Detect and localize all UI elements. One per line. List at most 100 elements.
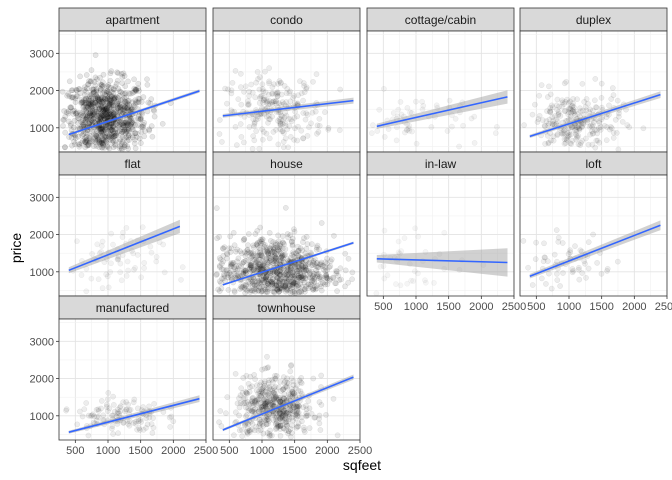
panel-background xyxy=(213,31,360,152)
scatter-point xyxy=(98,125,104,132)
scatter-point xyxy=(86,139,93,146)
scatter-point xyxy=(136,95,143,102)
scatter-point xyxy=(273,275,280,282)
scatter-point xyxy=(273,281,280,288)
scatter-point xyxy=(105,89,111,95)
scatter-point xyxy=(95,108,102,115)
scatter-point xyxy=(292,273,298,279)
scatter-point xyxy=(294,100,301,107)
scatter-point xyxy=(122,142,128,148)
scatter-point xyxy=(411,268,418,275)
scatter-point xyxy=(306,259,313,266)
scatter-point xyxy=(259,126,265,133)
scatter-point xyxy=(82,112,89,119)
scatter-point xyxy=(404,280,411,287)
scatter-point xyxy=(286,271,292,278)
scatter-point xyxy=(262,365,268,372)
scatter-point xyxy=(269,281,276,287)
scatter-point xyxy=(568,116,575,122)
panel-background xyxy=(213,175,360,296)
scatter-point xyxy=(277,241,284,247)
scatter-point xyxy=(98,129,104,135)
scatter-point xyxy=(572,243,578,249)
scatter-point xyxy=(255,239,261,246)
scatter-point xyxy=(125,132,132,139)
scatter-point xyxy=(281,284,288,290)
scatter-point xyxy=(284,266,291,272)
scatter-point xyxy=(69,142,75,149)
scatter-point xyxy=(233,272,239,279)
scatter-point xyxy=(377,263,384,270)
scatter-point xyxy=(578,120,585,127)
scatter-point xyxy=(126,137,132,143)
scatter-point xyxy=(277,410,283,416)
scatter-point xyxy=(564,137,570,143)
scatter-point xyxy=(242,268,249,274)
scatter-point xyxy=(246,280,253,287)
scatter-point xyxy=(251,119,258,126)
scatter-point xyxy=(64,92,70,99)
scatter-point xyxy=(548,285,555,292)
scatter-point xyxy=(278,91,285,98)
scatter-point xyxy=(125,98,131,104)
scatter-point xyxy=(279,121,286,127)
scatter-point xyxy=(607,124,614,130)
scatter-point xyxy=(562,99,569,105)
scatter-point xyxy=(76,143,83,150)
scatter-point xyxy=(303,233,310,240)
scatter-point xyxy=(95,406,102,413)
scatter-point xyxy=(257,262,264,269)
scatter-point xyxy=(107,70,114,77)
scatter-point xyxy=(113,413,120,420)
scatter-point xyxy=(313,263,320,270)
scatter-point xyxy=(72,110,79,117)
scatter-point xyxy=(138,128,145,135)
scatter-point xyxy=(241,268,248,275)
scatter-point xyxy=(116,138,123,145)
scatter-point xyxy=(538,82,545,88)
scatter-point xyxy=(279,239,286,246)
scatter-point xyxy=(305,398,312,404)
scatter-point xyxy=(247,262,254,268)
scatter-point xyxy=(126,117,133,124)
scatter-point xyxy=(309,241,315,247)
scatter-point xyxy=(288,116,294,123)
scatter-point xyxy=(107,121,114,128)
scatter-point xyxy=(82,108,89,115)
scatter-point xyxy=(262,89,269,96)
scatter-point xyxy=(122,119,129,126)
scatter-point xyxy=(125,78,131,85)
y-tick-label: 3000 xyxy=(30,48,54,60)
scatter-point xyxy=(110,431,116,437)
scatter-point xyxy=(127,406,134,413)
scatter-point xyxy=(281,276,288,283)
scatter-point xyxy=(286,278,292,285)
scatter-point xyxy=(266,245,273,251)
scatter-point xyxy=(94,76,100,83)
x-tick-label: 500 xyxy=(374,301,392,313)
scatter-point xyxy=(280,258,287,265)
scatter-point xyxy=(273,281,280,287)
scatter-point xyxy=(449,123,455,130)
scatter-point xyxy=(436,251,443,257)
scatter-point xyxy=(406,123,413,129)
scatter-point xyxy=(272,254,279,261)
scatter-point xyxy=(59,88,66,95)
scatter-point xyxy=(125,106,132,113)
scatter-point xyxy=(92,137,99,144)
scatter-point xyxy=(122,83,129,90)
scatter-point xyxy=(256,284,263,290)
scatter-point xyxy=(334,288,340,294)
scatter-point xyxy=(69,94,76,101)
scatter-point xyxy=(254,259,260,266)
scatter-point xyxy=(345,255,352,262)
scatter-point xyxy=(403,127,410,134)
scatter-point xyxy=(262,275,269,281)
scatter-point xyxy=(86,93,93,100)
scatter-point xyxy=(286,277,292,283)
scatter-point xyxy=(104,95,111,102)
scatter-point xyxy=(146,127,153,134)
scatter-point xyxy=(84,131,91,137)
scatter-point xyxy=(272,98,279,105)
scatter-point xyxy=(88,112,95,119)
